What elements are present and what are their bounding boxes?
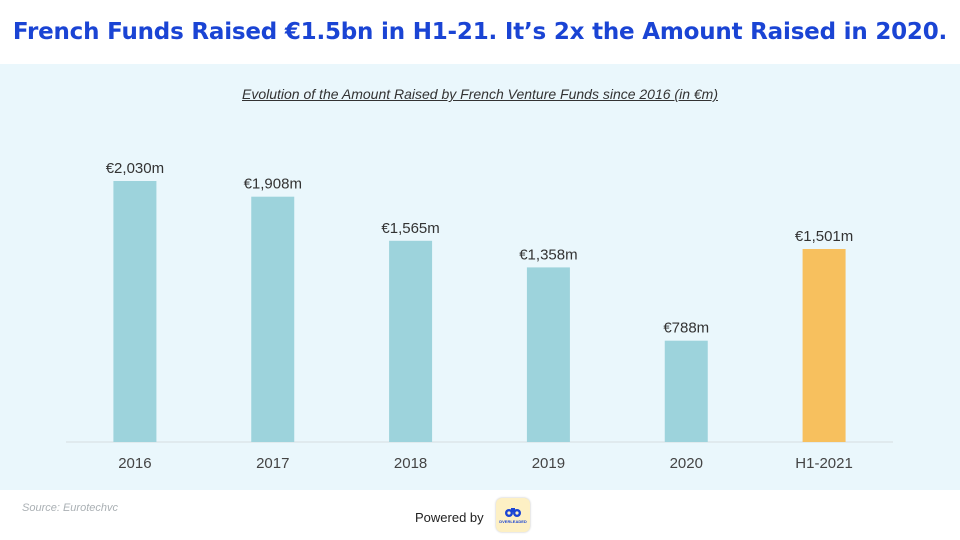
bar-2017 <box>251 196 295 442</box>
x-tick-2019: 2019 <box>532 455 565 472</box>
powered-by-label: Powered by <box>415 510 484 525</box>
x-tick-2020: 2020 <box>670 455 703 472</box>
bar-2020 <box>664 340 708 442</box>
data-label-h1-2021: €1,501m <box>795 228 853 245</box>
data-label-2017: €1,908m <box>244 176 302 193</box>
bar-2016 <box>113 181 157 442</box>
footer: Source: Eurotechvc Powered by DVERLEADED <box>0 490 960 540</box>
header-bar: French Funds Raised €1.5bn in H1-21. It’… <box>0 0 960 64</box>
bar-h1-2021 <box>802 249 846 442</box>
data-label-2019: €1,358m <box>519 246 577 263</box>
source-note: Source: Eurotechvc <box>22 502 118 514</box>
x-tick-2016: 2016 <box>118 455 151 472</box>
bar-2018 <box>389 240 433 442</box>
x-tick-2017: 2017 <box>256 455 289 472</box>
bar-2019 <box>526 267 570 442</box>
page-title: French Funds Raised €1.5bn in H1-21. It’… <box>12 19 948 45</box>
chart-title: Evolution of the Amount Raised by French… <box>242 86 718 102</box>
data-label-2016: €2,030m <box>106 160 164 177</box>
brand-logo[interactable]: DVERLEADED <box>496 498 530 532</box>
data-label-2018: €1,565m <box>381 220 439 237</box>
binoculars-icon <box>505 508 521 517</box>
bar-chart: €2,030m 2016 €1,908m 2017 €1,565m 2018 €1,358m… <box>66 160 893 472</box>
data-label-2020: €788m <box>663 320 709 337</box>
x-tick-h1-2021: H1-2021 <box>795 455 853 472</box>
logo-text: DVERLEADED <box>499 519 527 524</box>
x-tick-2018: 2018 <box>394 455 427 472</box>
